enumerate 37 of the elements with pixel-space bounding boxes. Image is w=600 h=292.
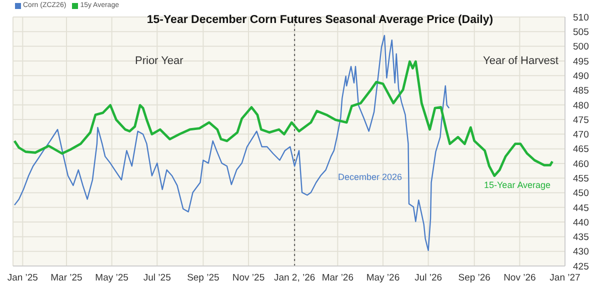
x-tick-label: Jul ’26	[414, 272, 442, 284]
y-tick-label: 445	[573, 202, 589, 214]
annotation: Year of Harvest	[483, 55, 558, 67]
y-tick-label: 510	[573, 12, 589, 24]
y-tick-label: 500	[573, 42, 589, 53]
y-tick-label: 430	[573, 246, 589, 258]
y-tick-label: 490	[573, 70, 589, 82]
x-tick-label: Jul ’25	[143, 272, 171, 284]
x-tick-label: May ’25	[95, 272, 128, 284]
y-tick-label: 480	[573, 100, 589, 112]
x-tick-label: Sep ’25	[187, 272, 220, 284]
chart-title: 15-Year December Corn Futures Seasonal Average Price (Daily)	[146, 14, 494, 26]
x-tick-label: May ’26	[366, 272, 400, 284]
x-tick-label: Nov ’26	[504, 272, 536, 284]
y-tick-label: 475	[573, 114, 589, 126]
y-tick-label: 470	[573, 130, 589, 141]
annotation: Prior Year	[135, 55, 184, 67]
y-tick-label: 450	[573, 188, 589, 200]
x-tick-label: Mar ’26	[322, 272, 354, 284]
y-tick-label: 465	[573, 144, 589, 156]
x-tick-label: Nov ’25	[232, 272, 265, 284]
y-tick-label: 440	[573, 217, 589, 228]
x-tick-label: Jan ’25	[7, 272, 38, 284]
line-series	[14, 34, 450, 252]
x-tick-label: Jan ’27	[550, 272, 580, 284]
y-tick-label: 425	[573, 261, 589, 272]
annotation: December 2026	[338, 172, 402, 182]
y-tick-label: 505	[573, 27, 589, 38]
y-tick-label: 455	[573, 173, 589, 184]
y-tick-label: 495	[573, 56, 589, 68]
x-tick-label: Sep ’26	[458, 272, 490, 284]
y-tick-label: 485	[573, 86, 589, 97]
y-tick-label: 435	[573, 232, 589, 244]
annotation: 15-Year Average	[484, 180, 551, 190]
y-tick-label: 460	[573, 158, 589, 170]
x-tick-label: Jan 2, ’26	[274, 272, 316, 284]
x-tick-label: Mar ’25	[50, 272, 82, 284]
